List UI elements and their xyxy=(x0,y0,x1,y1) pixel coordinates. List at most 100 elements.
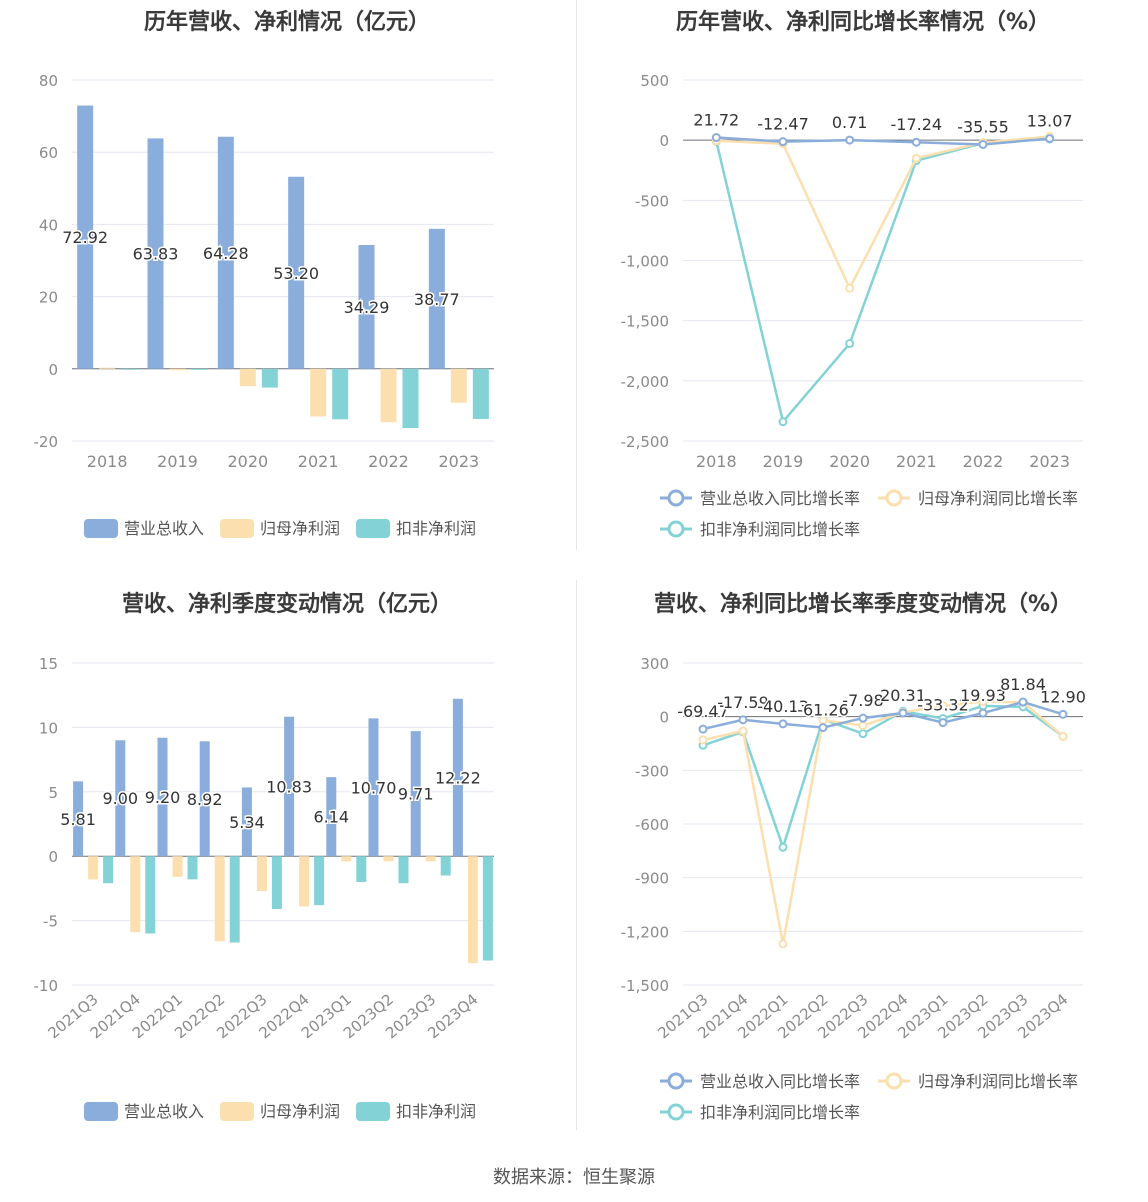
y-tick-label: -2,500 xyxy=(621,433,669,451)
series-line xyxy=(716,136,1050,146)
data-point xyxy=(698,724,708,734)
bar xyxy=(398,856,409,884)
bar xyxy=(99,367,116,369)
data-point xyxy=(911,137,921,147)
legend-label: 扣非净利润 xyxy=(396,519,476,538)
y-tick-label: -300 xyxy=(635,762,669,780)
data-label: -33.32 xyxy=(917,696,969,715)
x-tick-label: 2021 xyxy=(298,452,339,471)
bar xyxy=(88,856,99,880)
bar xyxy=(326,777,337,857)
data-label: 13.07 xyxy=(1027,112,1073,131)
data-point xyxy=(911,153,921,163)
y-tick-label: -1,200 xyxy=(621,923,669,941)
y-tick-label: 80 xyxy=(39,72,58,90)
chart-title: 历年营收、净利同比增长率情况（%） xyxy=(675,10,1051,35)
bar xyxy=(332,368,349,420)
vertical-divider xyxy=(576,580,577,1130)
legend-swatch xyxy=(356,1102,390,1121)
y-tick-label: 0 xyxy=(48,361,58,379)
legend-label: 扣非净利润同比增长率 xyxy=(700,520,860,539)
data-label: -17.59 xyxy=(717,693,769,712)
data-label: -69.47 xyxy=(677,702,729,721)
data-label: 10.70 xyxy=(351,778,397,797)
data-point xyxy=(938,701,948,711)
data-label: 81.84 xyxy=(1000,675,1046,694)
series-line xyxy=(702,704,1064,852)
data-point xyxy=(818,723,828,733)
legend-marker xyxy=(667,1103,685,1121)
bar xyxy=(428,228,445,369)
chart-annual-growth-rate-svg: -2,500 -2,000 -1,500 -1,000 -500 0 500 21.72 -12… xyxy=(621,72,1083,539)
data-label: -40.13 xyxy=(757,697,809,716)
x-tick-label: 2023 xyxy=(1029,452,1070,471)
x-tick-label: 2019 xyxy=(157,452,198,471)
chart-quarterly-growth-rate: 营收、净利同比增长率季度变动情况（%） -1,500 -1,200 -900 -600… xyxy=(578,580,1148,1140)
chart-quarterly-growth-rate-svg: -1,500 -1,200 -900 -600 -300 0 300 -69.47-17.59… xyxy=(621,655,1088,1122)
data-point xyxy=(778,417,788,427)
legend-label: 营业总收入 xyxy=(124,1102,204,1121)
data-point xyxy=(738,726,748,736)
data-label: -35.55 xyxy=(957,117,1009,136)
bar xyxy=(440,856,451,876)
y-tick-label: 60 xyxy=(39,144,58,162)
vertical-divider xyxy=(576,0,577,550)
legend-label: 归母净利润 xyxy=(260,519,340,538)
y-tick-label: -500 xyxy=(635,192,669,210)
y-tick-label: -900 xyxy=(635,870,669,888)
chart-title: 历年营收、净利情况（亿元） xyxy=(143,10,430,35)
bar xyxy=(314,856,325,906)
data-label: 0.71 xyxy=(832,113,868,132)
bar xyxy=(368,718,379,857)
bar xyxy=(482,856,493,961)
data-label: 9.71 xyxy=(398,785,434,804)
chart-quarterly-revenue-profit-svg: -10 -5 0 5 10 15 5.81 9.00 9.20 8.92 5.3410.836.14… xyxy=(34,655,494,1121)
data-point xyxy=(845,339,855,349)
bar xyxy=(115,740,126,857)
bar xyxy=(261,368,278,388)
legend-marker xyxy=(667,520,685,538)
data-label: 6.14 xyxy=(313,808,349,827)
data-label: -7.98 xyxy=(842,691,883,710)
chart-annual-revenue-profit-svg: -20 0 20 40 60 80 72.92 63.83 64.28 53.20 34.29 38.… xyxy=(34,72,494,538)
bar xyxy=(130,856,141,933)
bar xyxy=(256,856,267,891)
data-point xyxy=(858,713,868,723)
data-label: 63.83 xyxy=(133,245,179,264)
legend-marker xyxy=(667,1072,685,1090)
data-point xyxy=(1058,709,1068,719)
legend-label: 扣非净利润 xyxy=(396,1102,476,1121)
data-label: -61.26 xyxy=(797,701,849,720)
bar xyxy=(358,245,375,369)
data-label: 9.20 xyxy=(145,788,181,807)
bar xyxy=(217,136,234,369)
data-label: 10.83 xyxy=(266,777,312,796)
bar xyxy=(77,105,94,369)
legend-swatch xyxy=(220,1102,254,1121)
series-line xyxy=(702,700,1064,731)
data-point xyxy=(778,842,788,852)
data-label: 19.93 xyxy=(960,686,1006,705)
series-line xyxy=(702,700,1064,945)
y-tick-label: 300 xyxy=(640,655,669,673)
y-tick-label: -600 xyxy=(635,816,669,834)
y-tick-label: 500 xyxy=(640,72,669,90)
data-point xyxy=(858,721,868,731)
bar xyxy=(341,856,352,862)
y-tick-label: -1,500 xyxy=(621,977,669,995)
data-source-note: 数据来源：恒生聚源 xyxy=(493,1167,655,1188)
y-tick-label: -10 xyxy=(34,977,59,995)
y-tick-label: 5 xyxy=(48,784,58,802)
legend-label: 归母净利润同比增长率 xyxy=(918,1072,1078,1091)
y-tick-label: -5 xyxy=(43,913,58,931)
x-tick-label: 2022 xyxy=(368,452,409,471)
legend-marker xyxy=(885,1072,903,1090)
data-point xyxy=(778,137,788,147)
bar xyxy=(73,781,84,857)
x-tick-label: 2023 xyxy=(438,452,479,471)
data-point xyxy=(778,939,788,949)
data-point xyxy=(778,719,788,729)
bar xyxy=(172,856,183,877)
x-tick-label: 2020 xyxy=(227,452,268,471)
bar xyxy=(425,856,436,862)
